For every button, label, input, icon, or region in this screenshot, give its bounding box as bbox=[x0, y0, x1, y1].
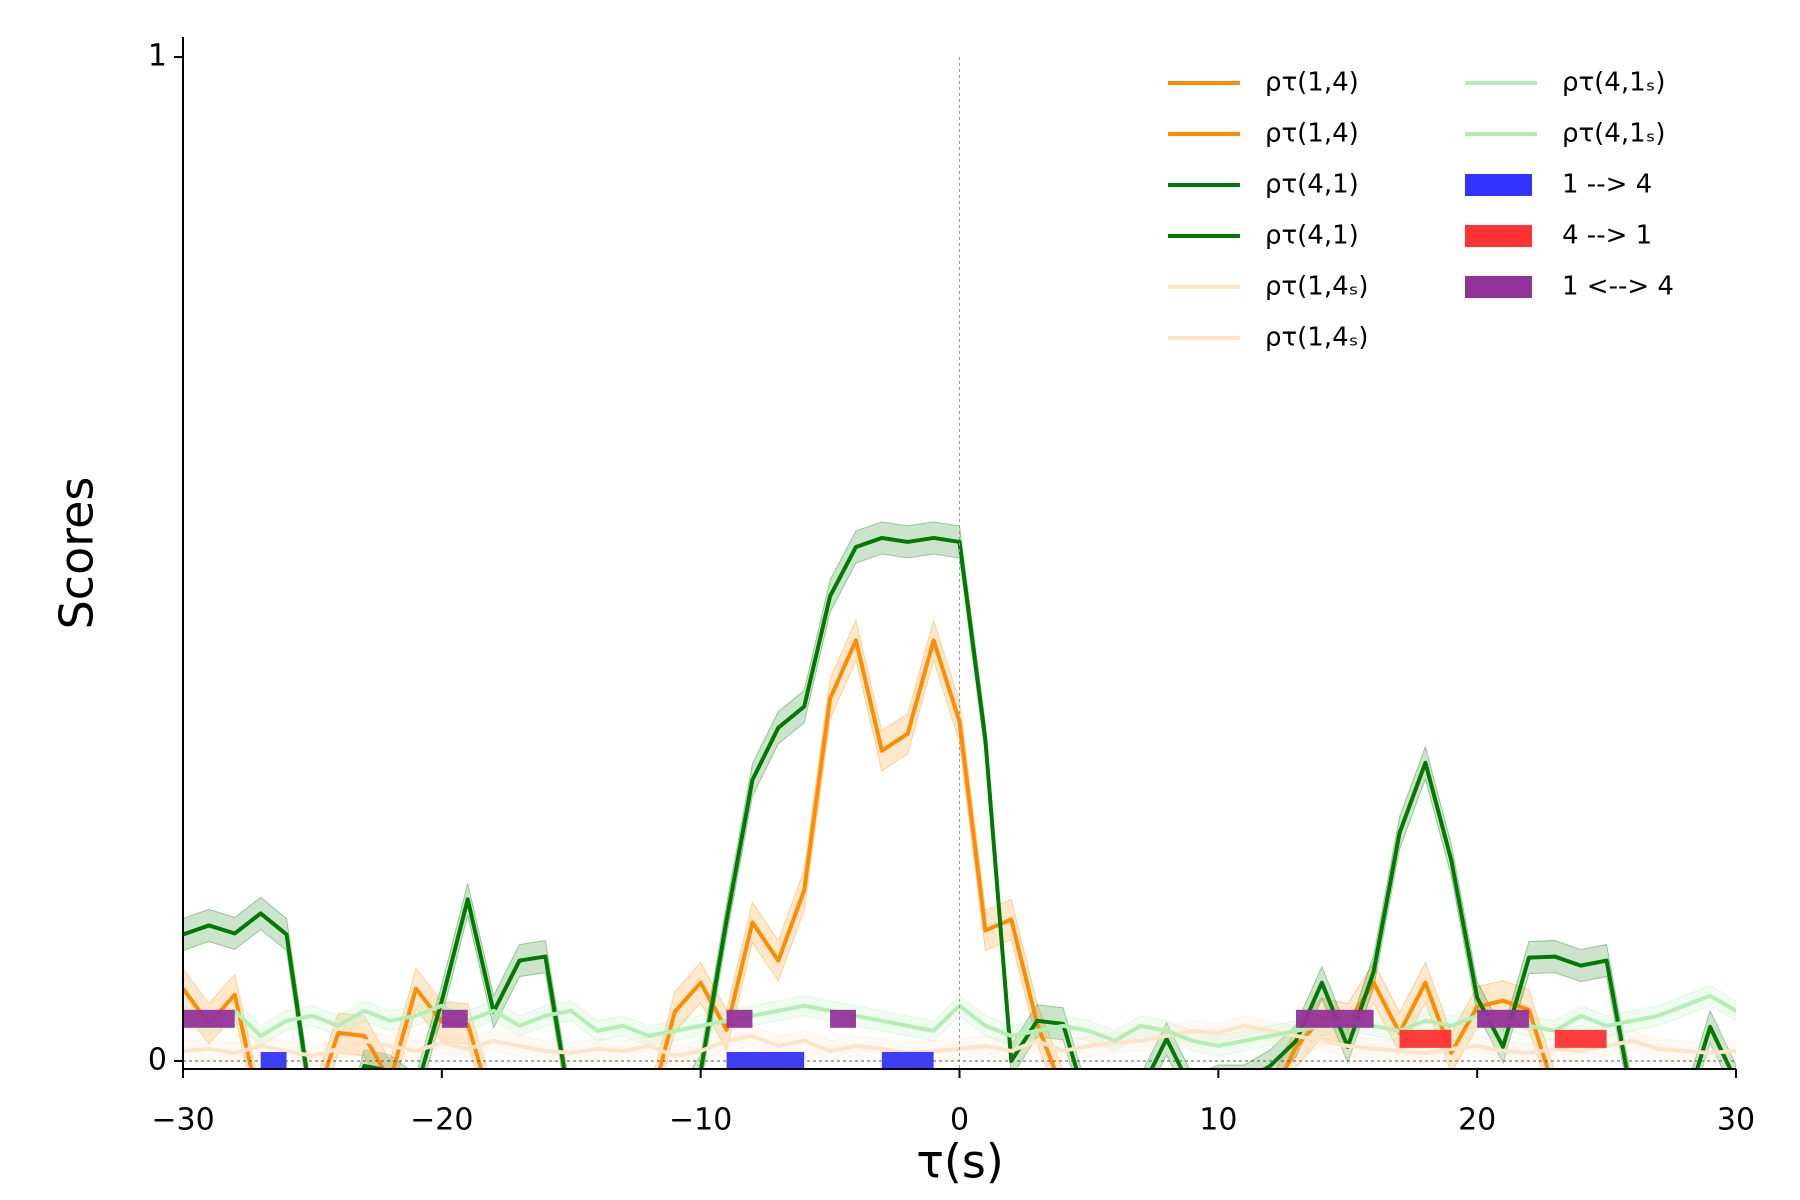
legend-label: ρτ(1,4ₛ) bbox=[1265, 272, 1369, 302]
x-tick-label: 0 bbox=[950, 1103, 969, 1138]
significance-bar bbox=[183, 1009, 235, 1028]
legend-label: ρτ(4,1ₛ) bbox=[1562, 119, 1666, 149]
y-axis-label: Scores bbox=[50, 477, 104, 630]
series-line bbox=[183, 535, 1733, 1069]
x-tick-label: 30 bbox=[1717, 1103, 1755, 1138]
confidence-band bbox=[183, 521, 1736, 1069]
significance-bar bbox=[726, 1009, 753, 1028]
series-line bbox=[183, 638, 1550, 1069]
legend-label: 1 --> 4 bbox=[1562, 170, 1652, 200]
confidence-band bbox=[183, 618, 1555, 1069]
y-tick-label: 1 bbox=[148, 39, 167, 74]
significance-bar bbox=[1477, 1009, 1529, 1028]
significance-bar bbox=[881, 1051, 934, 1069]
x-tick-label: −10 bbox=[669, 1103, 732, 1138]
legend-label: ρτ(1,4) bbox=[1265, 68, 1359, 98]
x-tick-label: −20 bbox=[410, 1103, 473, 1138]
significance-bar bbox=[1295, 1009, 1374, 1028]
plot-area bbox=[183, 521, 1736, 1069]
legend-label: ρτ(1,4ₛ) bbox=[1265, 323, 1369, 353]
legend-label: ρτ(1,4) bbox=[1265, 119, 1359, 149]
x-tick-label: −30 bbox=[151, 1103, 214, 1138]
legend-label: 4 --> 1 bbox=[1562, 221, 1652, 251]
legend-label: ρτ(4,1ₛ) bbox=[1562, 68, 1666, 98]
x-tick-label: 10 bbox=[1199, 1103, 1237, 1138]
legend-swatch bbox=[1465, 174, 1532, 196]
x-tick-label: 20 bbox=[1458, 1103, 1496, 1138]
significance-bar bbox=[1399, 1029, 1452, 1048]
legend-label: ρτ(4,1) bbox=[1265, 221, 1359, 251]
significance-bar bbox=[1554, 1029, 1607, 1048]
legend-label: 1 <--> 4 bbox=[1562, 272, 1674, 302]
legend-swatch bbox=[1465, 225, 1532, 247]
significance-bar bbox=[441, 1009, 468, 1028]
legend-swatch bbox=[1465, 276, 1532, 298]
significance-bar bbox=[830, 1009, 856, 1028]
x-axis-label: τ(s) bbox=[916, 1135, 1004, 1189]
y-tick-label: 0 bbox=[148, 1042, 167, 1077]
legend-label: ρτ(4,1) bbox=[1265, 170, 1359, 200]
